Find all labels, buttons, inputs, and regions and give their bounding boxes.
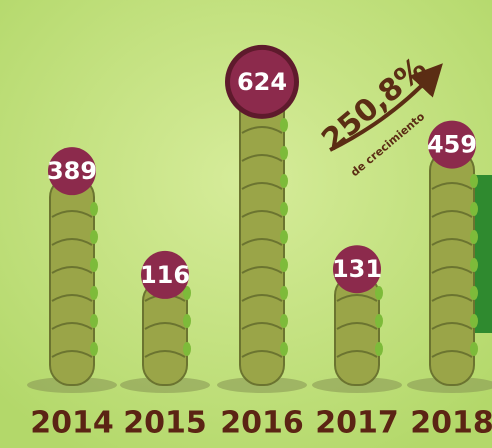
leaf: [183, 342, 191, 356]
leaf: [375, 342, 383, 356]
leaf: [470, 342, 478, 356]
x-tick-label: 2018: [410, 406, 492, 441]
avocado-seam: [241, 210, 283, 218]
leaf: [470, 314, 478, 328]
leaf: [470, 174, 478, 188]
avocado-seam: [241, 322, 283, 330]
leaf: [280, 230, 288, 244]
leaf: [470, 258, 478, 272]
leaf: [90, 286, 98, 300]
avocado-seam: [241, 266, 283, 274]
leaf: [183, 314, 191, 328]
avocado-seam: [51, 210, 93, 218]
avocado-seam: [241, 294, 283, 302]
avocado-seam: [51, 238, 93, 246]
value-label: 459: [427, 131, 477, 159]
avocado-seam: [431, 238, 473, 246]
leaf: [375, 286, 383, 300]
value-bubble: [333, 245, 381, 294]
value-label: 131: [332, 255, 382, 283]
avocado-seam: [51, 322, 93, 330]
avocado-seam: [336, 294, 378, 302]
leaf: [90, 342, 98, 356]
x-tick-label: 2014: [30, 406, 114, 441]
leaf: [90, 314, 98, 328]
leaf: [280, 174, 288, 188]
value-bubble: [141, 250, 189, 299]
leaf: [90, 230, 98, 244]
leaf: [470, 202, 478, 216]
avocado-seam: [241, 126, 283, 134]
avocado-seam: [241, 182, 283, 190]
value-label: 389: [47, 157, 97, 185]
leaf: [280, 314, 288, 328]
leaf: [280, 342, 288, 356]
growth-arrow: [329, 63, 443, 152]
x-tick-label: 2015: [123, 406, 207, 441]
leaf: [183, 286, 191, 300]
leaf: [280, 286, 288, 300]
value-bubble: [230, 49, 294, 114]
avocado-seam: [431, 322, 473, 330]
avocado-seam: [51, 294, 93, 302]
avocado-seam: [431, 182, 473, 190]
x-tick-label: 2017: [315, 406, 399, 441]
leaf: [470, 230, 478, 244]
leaf: [280, 202, 288, 216]
leaf: [90, 202, 98, 216]
avocado-seam: [241, 350, 283, 358]
value-label: 624: [237, 68, 287, 96]
avocado-seam: [336, 322, 378, 330]
leaf: [280, 258, 288, 272]
leaf: [280, 118, 288, 132]
avocado-seam: [241, 154, 283, 162]
leaf: [375, 314, 383, 328]
avocado-seam: [51, 266, 93, 274]
avocado-seam: [144, 322, 186, 330]
avocado-seam: [241, 238, 283, 246]
avocado-seam: [431, 294, 473, 302]
value-bubble: [428, 120, 476, 169]
avocado-seam: [431, 350, 473, 358]
avocado-seam: [51, 350, 93, 358]
value-bubble: [48, 147, 96, 196]
avocado-seam: [431, 266, 473, 274]
leaf: [280, 146, 288, 160]
leaf: [470, 286, 478, 300]
x-tick-label: 2016: [220, 406, 304, 441]
value-label: 116: [140, 261, 190, 289]
avocado-seam: [431, 210, 473, 218]
leaf: [90, 258, 98, 272]
bar: [239, 86, 285, 386]
avocado-seam: [144, 350, 186, 358]
avocado-seam: [336, 350, 378, 358]
